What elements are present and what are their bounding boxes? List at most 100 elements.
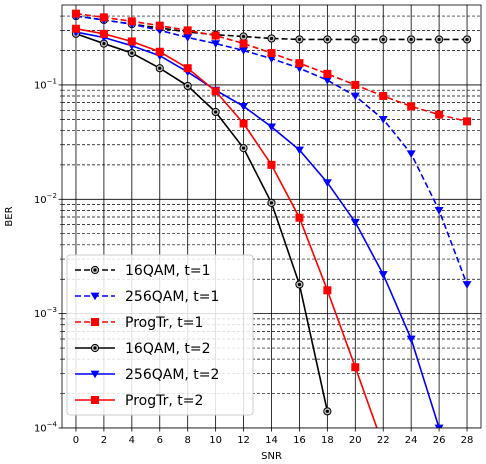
data-point bbox=[127, 17, 136, 26]
data-point bbox=[379, 92, 388, 101]
data-point-core bbox=[409, 37, 413, 42]
data-point bbox=[183, 26, 192, 35]
series-line bbox=[75, 33, 329, 412]
data-point bbox=[351, 363, 360, 372]
data-point-core bbox=[102, 41, 106, 46]
x-tick-label: 28 bbox=[461, 435, 474, 446]
data-point bbox=[294, 146, 304, 155]
data-point bbox=[378, 115, 388, 124]
x-tick-label: 16 bbox=[293, 435, 306, 446]
legend-label: 16QAM, t=2 bbox=[125, 341, 211, 357]
data-point bbox=[295, 59, 304, 68]
legend-label: ProgTr, t=2 bbox=[125, 393, 203, 409]
data-point-core bbox=[353, 37, 357, 42]
data-point bbox=[378, 271, 388, 279]
data-point bbox=[155, 21, 164, 30]
series-2 bbox=[71, 9, 472, 126]
data-point bbox=[155, 47, 164, 56]
data-point bbox=[434, 424, 444, 428]
data-point bbox=[267, 160, 276, 169]
data-point bbox=[71, 24, 80, 33]
data-point bbox=[407, 102, 416, 111]
grid bbox=[62, 5, 481, 428]
data-point bbox=[211, 31, 220, 40]
data-point-core bbox=[186, 84, 190, 88]
series-3 bbox=[71, 29, 332, 416]
data-point bbox=[406, 150, 416, 159]
data-point bbox=[463, 117, 472, 126]
data-point bbox=[239, 102, 249, 111]
data-point bbox=[239, 39, 248, 48]
data-point-core bbox=[269, 36, 274, 41]
series-lines bbox=[71, 9, 472, 428]
data-point-core bbox=[297, 37, 302, 42]
data-point bbox=[267, 55, 276, 63]
y-axis-label: BER bbox=[4, 206, 15, 226]
data-point bbox=[99, 13, 108, 22]
data-point bbox=[239, 119, 248, 128]
x-tick-label: 24 bbox=[405, 435, 418, 446]
legend-marker-core bbox=[93, 268, 97, 272]
data-point-core bbox=[269, 201, 274, 205]
x-tick-label: 14 bbox=[265, 435, 278, 446]
data-point bbox=[323, 286, 332, 295]
data-point bbox=[295, 213, 304, 222]
data-point bbox=[351, 80, 360, 89]
data-point-core bbox=[158, 66, 162, 70]
x-tick-label: 18 bbox=[321, 435, 334, 446]
data-point bbox=[323, 69, 332, 78]
data-point bbox=[183, 64, 192, 73]
x-tick-label: 12 bbox=[237, 435, 250, 446]
legend-label: 256QAM, t=2 bbox=[125, 367, 219, 383]
data-point bbox=[322, 76, 332, 85]
x-tick-label: 26 bbox=[433, 435, 446, 446]
data-point-core bbox=[241, 34, 246, 39]
series-5 bbox=[71, 24, 378, 428]
data-point bbox=[127, 37, 136, 46]
data-point-core bbox=[297, 282, 302, 287]
data-point-core bbox=[465, 37, 469, 42]
x-tick-label: 22 bbox=[377, 435, 390, 446]
data-point-core bbox=[437, 37, 441, 42]
legend-marker bbox=[90, 292, 100, 301]
data-point bbox=[267, 123, 276, 132]
x-tick-label: 6 bbox=[157, 435, 163, 446]
data-point bbox=[462, 281, 472, 289]
data-point-core bbox=[381, 37, 385, 42]
x-tick-label: 10 bbox=[209, 435, 222, 446]
x-axis-label: SNR bbox=[261, 451, 282, 462]
data-point-core bbox=[325, 37, 329, 42]
data-point bbox=[406, 335, 416, 344]
x-tick-label: 0 bbox=[73, 435, 79, 446]
legend-box bbox=[66, 254, 254, 416]
data-point bbox=[99, 29, 108, 38]
series-line bbox=[75, 27, 378, 428]
data-point bbox=[239, 47, 249, 55]
x-tick-label: 2 bbox=[101, 435, 107, 446]
x-tick-label: 8 bbox=[185, 435, 191, 446]
legend-marker-core bbox=[93, 346, 97, 350]
data-point bbox=[211, 40, 221, 48]
data-point-core bbox=[214, 110, 218, 114]
data-point bbox=[350, 218, 360, 227]
series-line bbox=[75, 31, 440, 428]
x-tick-label: 4 bbox=[129, 435, 135, 446]
data-point-core bbox=[130, 51, 134, 55]
data-point bbox=[435, 110, 444, 119]
data-point bbox=[183, 34, 193, 42]
legend-marker bbox=[90, 370, 100, 379]
legend-marker bbox=[91, 318, 99, 326]
data-point-core bbox=[241, 146, 246, 150]
legend-label: 16QAM, t=1 bbox=[125, 263, 211, 279]
data-point bbox=[322, 179, 332, 187]
legend-label: ProgTr, t=1 bbox=[125, 315, 203, 331]
x-tick-label: 20 bbox=[349, 435, 362, 446]
data-point bbox=[350, 92, 360, 101]
data-point-core bbox=[325, 409, 329, 413]
data-point bbox=[71, 9, 80, 18]
data-point bbox=[211, 87, 220, 96]
data-point bbox=[267, 49, 276, 58]
legend: 16QAM, t=1 256QAM, t=1 ProgTr, t=1 16QAM, t… bbox=[66, 254, 254, 416]
legend-label: 256QAM, t=1 bbox=[125, 289, 219, 305]
